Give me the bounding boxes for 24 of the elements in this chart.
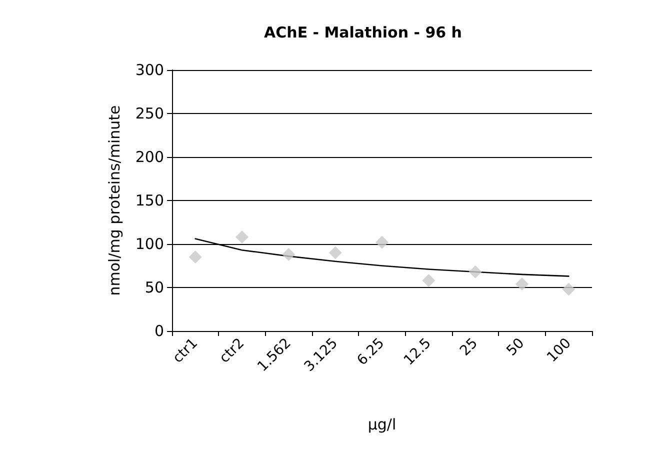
x-tick-label: ctr1	[170, 335, 201, 366]
y-axis-title: nmol/mg proteins/minute	[106, 105, 124, 296]
x-tick-label: 100	[544, 335, 574, 366]
x-tick-label: 50	[504, 335, 528, 360]
y-tick-label: 100	[135, 235, 164, 253]
point	[282, 248, 296, 261]
x-tick-label: ctr2	[216, 335, 248, 366]
point	[376, 236, 388, 249]
point	[516, 278, 528, 291]
chart-title: AChE - Malathion - 96 h	[264, 24, 462, 42]
x-tick-label: 25	[457, 335, 481, 360]
y-tick-label: 50	[144, 278, 164, 296]
point	[468, 265, 482, 278]
y-tick-label: 200	[135, 148, 164, 166]
x-axis-title: µg/l	[368, 416, 396, 434]
y-tick-label: 0	[154, 322, 164, 340]
y-tick-label: 150	[135, 192, 164, 210]
y-tick-label: 300	[135, 61, 164, 79]
point	[328, 246, 342, 260]
point	[236, 230, 248, 244]
point	[562, 282, 576, 296]
point	[422, 274, 436, 288]
y-tick-label: 250	[135, 104, 164, 122]
point	[188, 250, 202, 264]
